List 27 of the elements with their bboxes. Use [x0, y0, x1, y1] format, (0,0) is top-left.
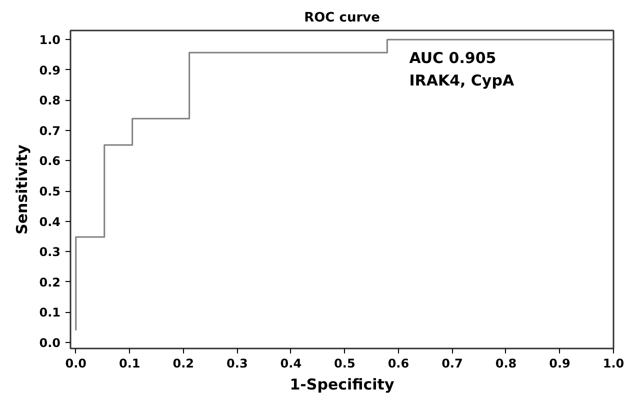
x-tick-label: 0.4	[280, 356, 302, 370]
y-tick-label: 0.8	[39, 94, 61, 108]
chart-title: ROC curve	[304, 10, 380, 26]
annotation: AUC 0.905	[409, 48, 496, 67]
x-tick-label: 0.5	[334, 356, 356, 370]
y-tick-label: 0.0	[39, 336, 61, 350]
annotation: IRAK4, CypA	[409, 72, 514, 90]
y-tick-label: 0.5	[39, 184, 61, 199]
y-tick-label: 0.3	[39, 245, 61, 260]
y-tick-label: 0.4	[39, 214, 61, 229]
y-axis-title: Sensitivity	[13, 144, 32, 234]
x-tick-label: 0.2	[172, 356, 194, 370]
x-axis-title: 1-Specificity	[290, 376, 394, 394]
x-tick-label: 0.1	[119, 356, 140, 370]
x-tick-label: 0.7	[442, 356, 463, 370]
y-tick-label: 0.1	[39, 306, 61, 320]
x-tick-label: 0.0	[65, 356, 87, 370]
x-tick-label: 0.6	[388, 356, 410, 370]
y-tick-label: 0.6	[39, 154, 61, 168]
x-tick-label: 0.9	[549, 356, 570, 370]
y-tick-label: 0.2	[39, 275, 61, 290]
y-tick-label: 0.9	[39, 63, 61, 78]
x-tick-label: 1.0	[602, 356, 624, 370]
y-tick-label: 1.0	[39, 33, 61, 48]
x-tick-label: 0.8	[495, 356, 517, 370]
x-tick-label: 0.3	[226, 356, 248, 370]
y-tick-label: 0.7	[39, 124, 61, 138]
